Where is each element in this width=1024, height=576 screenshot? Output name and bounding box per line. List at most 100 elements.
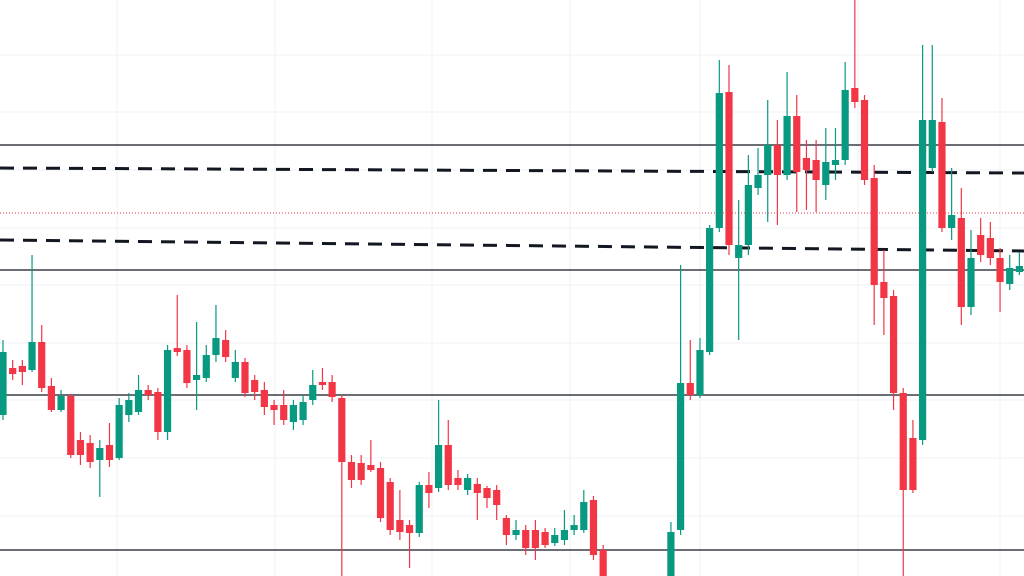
candle-body — [28, 342, 36, 370]
candle-body — [270, 405, 278, 410]
candle-body — [522, 530, 530, 548]
candle-body — [512, 530, 520, 535]
candle-body — [1015, 266, 1023, 272]
candle-body — [202, 355, 210, 378]
candle-body — [802, 158, 811, 170]
candle-body — [473, 484, 481, 493]
candle-body — [125, 400, 133, 415]
candle-body — [531, 530, 539, 548]
candle-body — [570, 525, 578, 530]
candle-body — [744, 185, 752, 245]
candle-body — [154, 392, 162, 432]
candle-body — [47, 386, 55, 410]
candle-body — [212, 338, 220, 355]
candle-body — [851, 88, 859, 102]
candle-body — [715, 93, 723, 228]
candle-body — [376, 468, 385, 518]
candle-body — [860, 100, 869, 180]
candle-body — [996, 258, 1004, 282]
candle-body — [241, 362, 249, 393]
candle-body — [899, 393, 907, 490]
candle-body — [260, 390, 268, 407]
candle-body — [347, 462, 356, 480]
candle-body — [386, 482, 394, 530]
candle-body — [483, 488, 491, 498]
candle-body — [551, 535, 559, 543]
candle-body — [541, 532, 549, 545]
candle-body — [454, 478, 462, 485]
candle-body — [967, 258, 975, 307]
candle-body — [948, 215, 956, 228]
candle-body — [735, 245, 743, 258]
candle-body — [405, 525, 414, 533]
candle-body — [831, 160, 840, 165]
candle-body — [812, 160, 820, 180]
candle-body — [38, 342, 46, 388]
trend-line — [0, 238, 1024, 253]
candle-body — [1006, 268, 1014, 284]
candle-body — [289, 405, 297, 422]
candle-body — [822, 162, 830, 185]
candle-body — [299, 402, 307, 420]
candle-body — [415, 485, 423, 533]
candle-body — [764, 145, 772, 175]
candle-body — [957, 218, 965, 307]
candle-body — [280, 405, 288, 420]
candle-body — [328, 382, 336, 397]
candle-body — [793, 116, 801, 172]
candle-body — [493, 490, 501, 505]
candle-body — [464, 478, 472, 490]
candle-body — [880, 282, 888, 298]
candle-body — [134, 390, 143, 412]
candle-body — [425, 485, 433, 493]
candle-body — [9, 368, 17, 374]
candle-body — [928, 120, 936, 168]
candle-body — [57, 396, 65, 410]
candle-body — [502, 518, 510, 535]
candle-body — [580, 502, 588, 530]
candle-body — [435, 445, 443, 488]
candle-body — [977, 235, 985, 255]
candle-body — [444, 445, 452, 485]
candle-body — [231, 362, 239, 378]
candle-body — [706, 228, 714, 352]
candle-body — [396, 520, 404, 532]
candle-body — [889, 296, 898, 393]
candle-body — [686, 383, 694, 395]
candle-body — [367, 465, 375, 470]
candle-body — [560, 530, 569, 540]
candle-body — [725, 92, 733, 245]
trend-line — [0, 166, 1024, 175]
candle-body — [696, 350, 704, 395]
candle-body — [183, 350, 191, 383]
candle-body — [986, 238, 994, 258]
candle-body — [0, 352, 7, 415]
candle-body — [677, 383, 685, 530]
candle-body — [144, 390, 152, 395]
candle-body — [599, 550, 607, 576]
candle-body — [667, 532, 675, 576]
candle-body — [18, 366, 26, 372]
candle-body — [96, 448, 104, 460]
candle-body — [870, 178, 878, 285]
candle-body — [318, 382, 327, 385]
candle-body — [919, 120, 927, 440]
candle-body — [105, 445, 114, 460]
candle-body — [222, 340, 230, 357]
candle-body — [754, 175, 762, 188]
candle-body — [173, 348, 181, 352]
candle-body — [357, 463, 365, 480]
candle-body — [193, 375, 201, 380]
candle-body — [67, 396, 75, 455]
candle-body — [115, 405, 123, 458]
candle-body — [338, 398, 346, 462]
candle-body — [909, 438, 917, 490]
candle-body — [589, 500, 598, 555]
candle-body — [251, 380, 259, 392]
candle-body — [309, 385, 317, 400]
candle-body — [76, 440, 85, 455]
candle-body — [841, 90, 849, 160]
candle-body — [773, 145, 781, 175]
candle-body — [783, 116, 791, 175]
